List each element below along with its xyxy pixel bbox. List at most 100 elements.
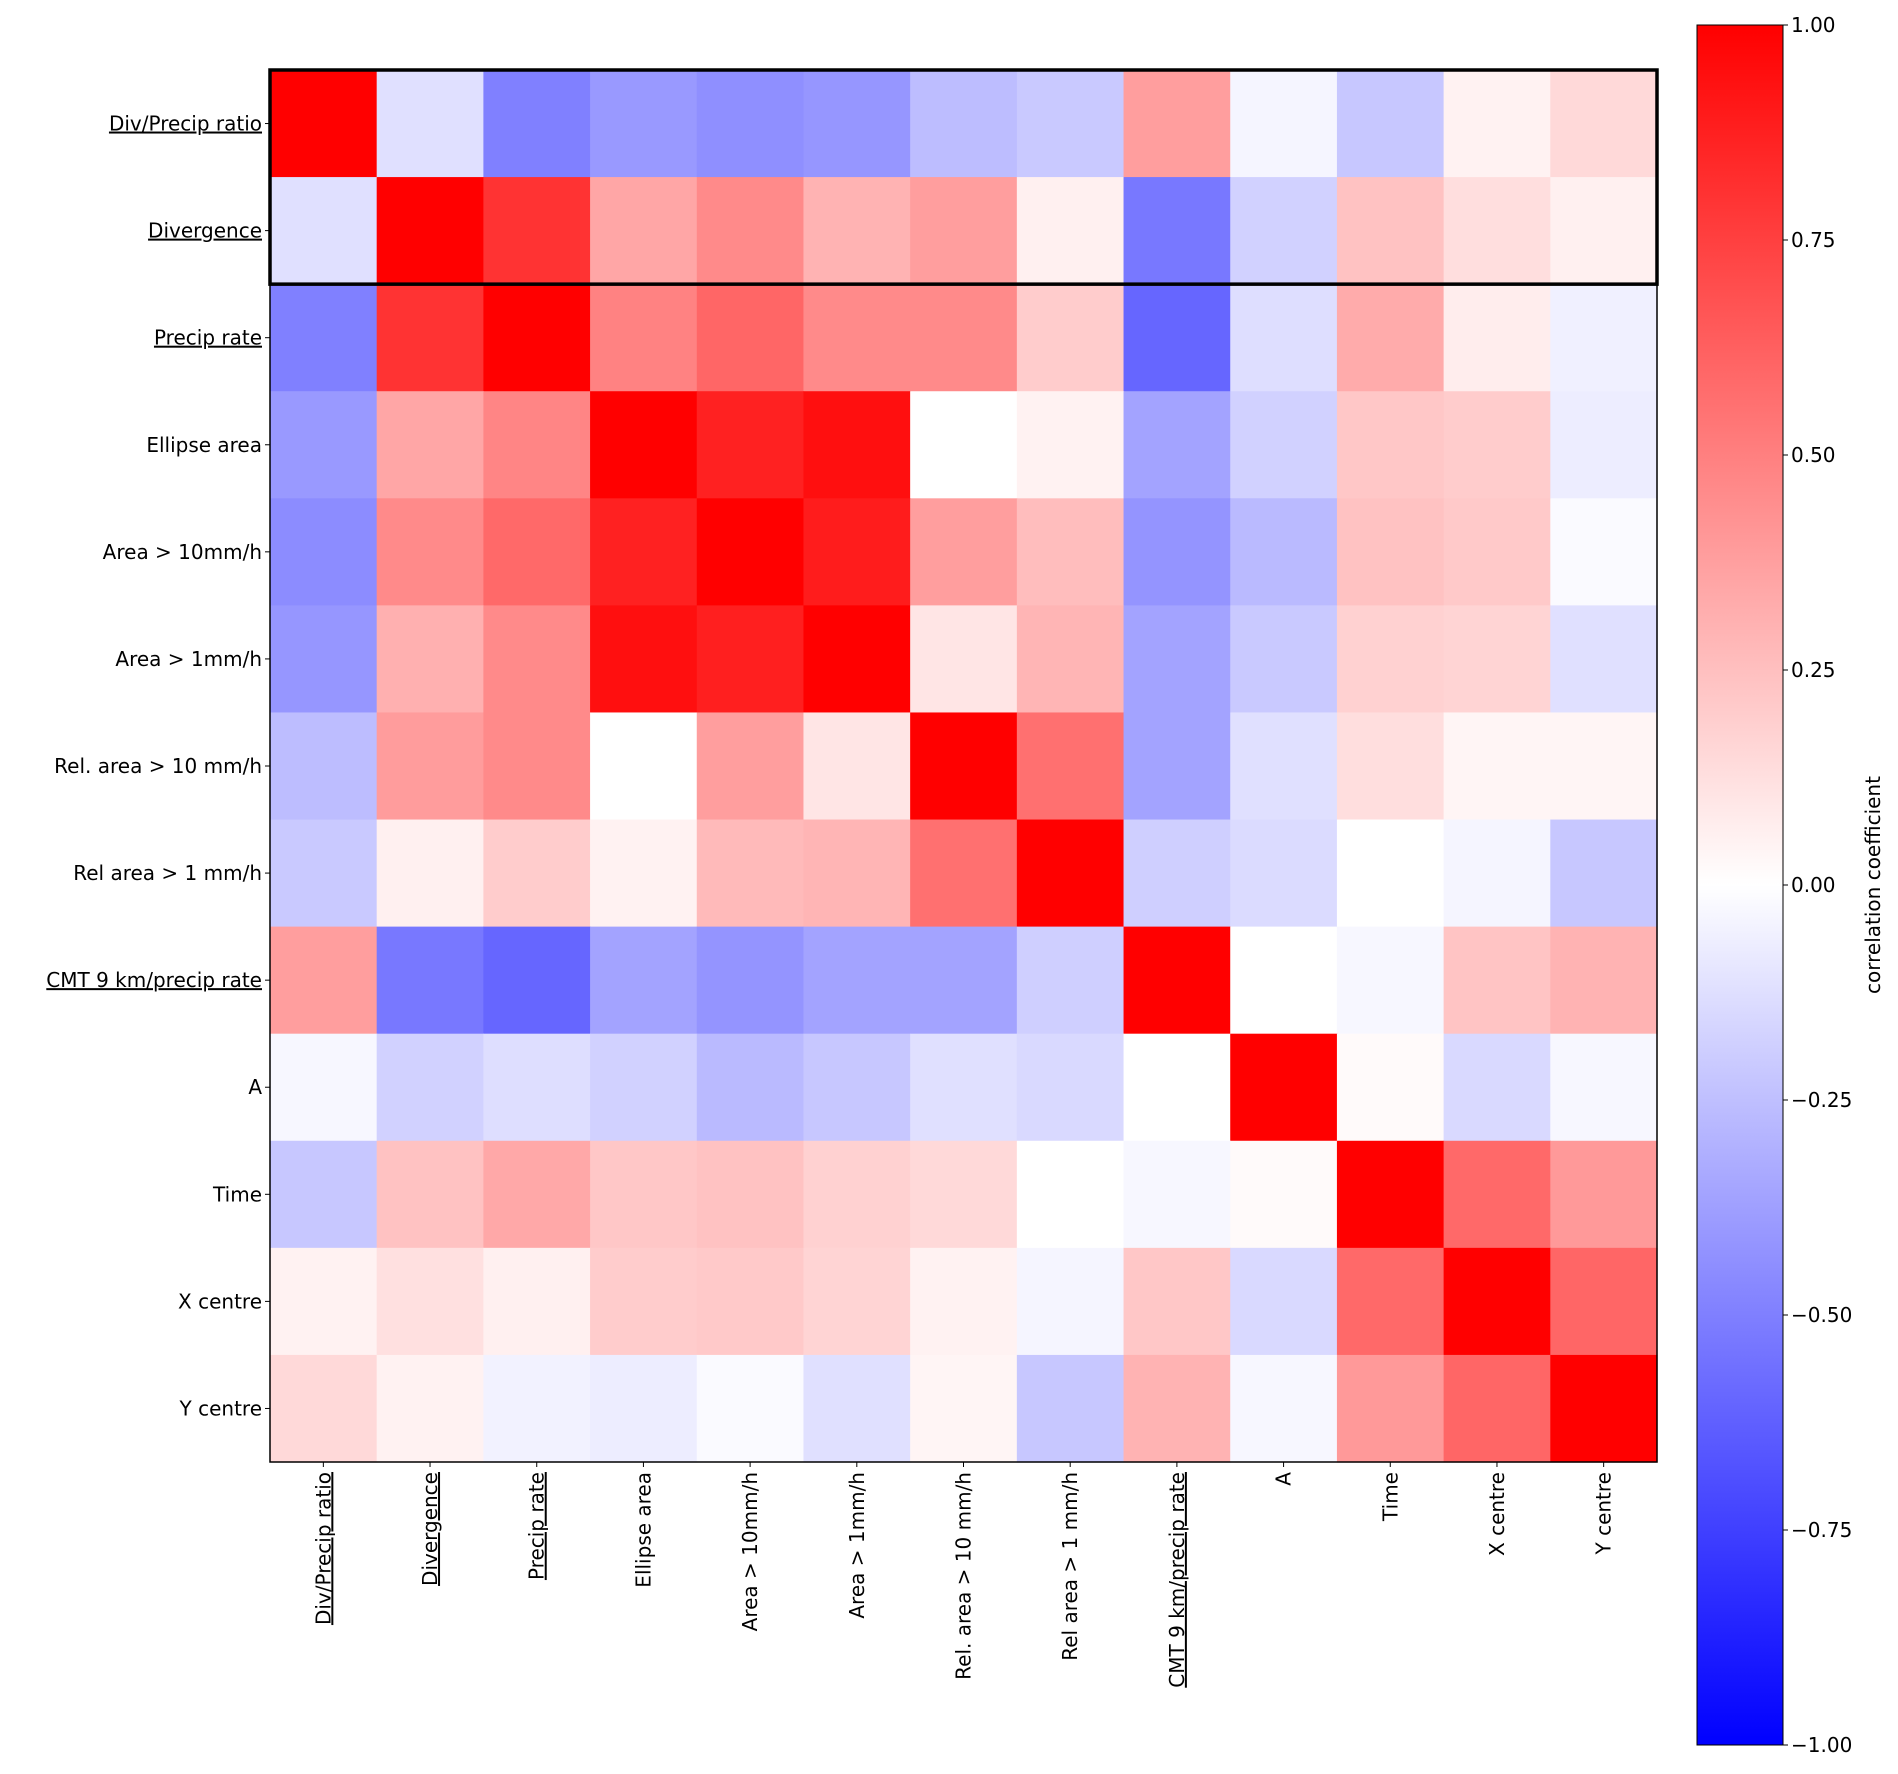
x-tick-label: Ellipse area [631,1472,655,1588]
heatmap-cell [1550,819,1658,928]
colorbar-tick-label: −0.75 [1791,1518,1852,1542]
heatmap-cell [1123,391,1231,499]
heatmap-cell [1550,926,1658,1035]
heatmap-cell [1443,498,1551,606]
heatmap-cell [1123,712,1231,821]
heatmap-cell [483,1033,591,1142]
heatmap-cell [910,70,1018,178]
heatmap-cell [590,926,698,1035]
colorbar-label: correlation coefficient [1861,776,1885,994]
heatmap-cell [1016,1033,1125,1142]
heatmap-cell [590,1033,698,1142]
heatmap-cell [483,1247,591,1356]
y-axis-labels: Div/Precip ratio Divergence Precip rate Ell… [46,112,270,1420]
heatmap-cell [1550,391,1658,499]
heatmap-cell [1550,177,1658,285]
heatmap-cell [590,1354,698,1463]
heatmap-cell [1550,1140,1658,1249]
heatmap-cell [910,1033,1018,1142]
colorbar-tick-label: −0.50 [1791,1303,1852,1327]
heatmap-cell [1016,712,1125,821]
heatmap-cell [1230,819,1338,928]
heatmap-cell [1336,1033,1445,1142]
heatmap-cell [1123,284,1231,392]
heatmap-cell [270,926,378,1035]
heatmap-cell [1016,70,1125,178]
heatmap-cell [376,1247,484,1356]
heatmap-cell [910,1354,1018,1463]
heatmap-cell [270,1354,378,1463]
heatmap-cell [1123,177,1231,285]
y-tick-label: A [248,1075,262,1099]
heatmap-cell [1230,605,1338,714]
colorbar-tick-label: −0.25 [1791,1088,1852,1112]
heatmap-cell [1443,1033,1551,1142]
heatmap-cell [910,498,1018,606]
heatmap-cell [696,284,805,392]
highlighted-rows-box [268,68,1659,286]
y-tick-label: Precip rate [154,326,262,350]
heatmap-cell [696,712,805,821]
heatmap-cell [910,712,1018,821]
heatmap-cell [1123,1354,1231,1463]
heatmap-cell [696,819,805,928]
heatmap-cell [590,498,698,606]
heatmap-cell [696,1033,805,1142]
y-tick-label: Rel area > 1 mm/h [73,861,262,885]
heatmap-cell [483,1140,591,1249]
y-tick-label: CMT 9 km/precip rate [46,968,262,992]
x-tick-label: Area > 10mm/h [738,1472,762,1631]
heatmap-cell [1443,177,1551,285]
heatmap-cell [1123,819,1231,928]
heatmap-cell [696,1140,805,1249]
heatmap-cell [910,284,1018,392]
heatmap-cell [1336,391,1445,499]
y-tick-label: Time [212,1182,262,1206]
x-tick-label: Y centre [1592,1472,1616,1555]
heatmap-cell [376,498,484,606]
heatmap-cell [1443,819,1551,928]
heatmap-cell [483,177,591,285]
heatmap-cell [270,1033,378,1142]
heatmap-cell [590,819,698,928]
heatmap-cell [803,1140,911,1249]
heatmap-cell [1550,1033,1658,1142]
heatmap-cell [1336,1247,1445,1356]
heatmap-cell [1123,1033,1231,1142]
heatmap-cells [270,70,1658,1463]
heatmap-cell [803,1247,911,1356]
heatmap-cell [590,177,698,285]
x-tick-label: X centre [1485,1472,1509,1556]
y-tick-label: Area > 10mm/h [103,540,262,564]
x-tick-label: Rel. area > 10 mm/h [952,1472,976,1680]
heatmap-cell [1230,926,1338,1035]
x-tick-label: Divergence [418,1472,442,1586]
heatmap-cell [376,177,484,285]
heatmap-cell [910,177,1018,285]
heatmap-cell [1230,391,1338,499]
heatmap-cell [803,712,911,821]
heatmap-cell [483,284,591,392]
heatmap-cell [1016,926,1125,1035]
heatmap-cell [270,284,378,392]
heatmap-cell [1336,498,1445,606]
heatmap-cell [1443,284,1551,392]
colorbar-tick-label: 0.00 [1791,873,1836,897]
y-tick-label: Rel. area > 10 mm/h [54,754,262,778]
heatmap-cell [1443,391,1551,499]
heatmap-cell [483,712,591,821]
heatmap-cell [910,391,1018,499]
heatmap-cell [1230,284,1338,392]
heatmap-cell [1016,1140,1125,1249]
heatmap-cell [270,498,378,606]
x-axis-labels: Div/Precip ratio Divergence Precip rate Ell… [311,1462,1616,1688]
heatmap-cell [1550,712,1658,821]
colorbar-ticks: 1.00 0.75 0.50 0.25 0.00 −0.25 −0.50 −0.75 −1.00 [1783,13,1852,1757]
heatmap-cell [910,605,1018,714]
heatmap-cell [376,1140,484,1249]
x-tick-label: CMT 9 km/precip rate [1165,1472,1189,1688]
heatmap-cell [1550,498,1658,606]
heatmap-cell [590,712,698,821]
heatmap-cell [1016,391,1125,499]
